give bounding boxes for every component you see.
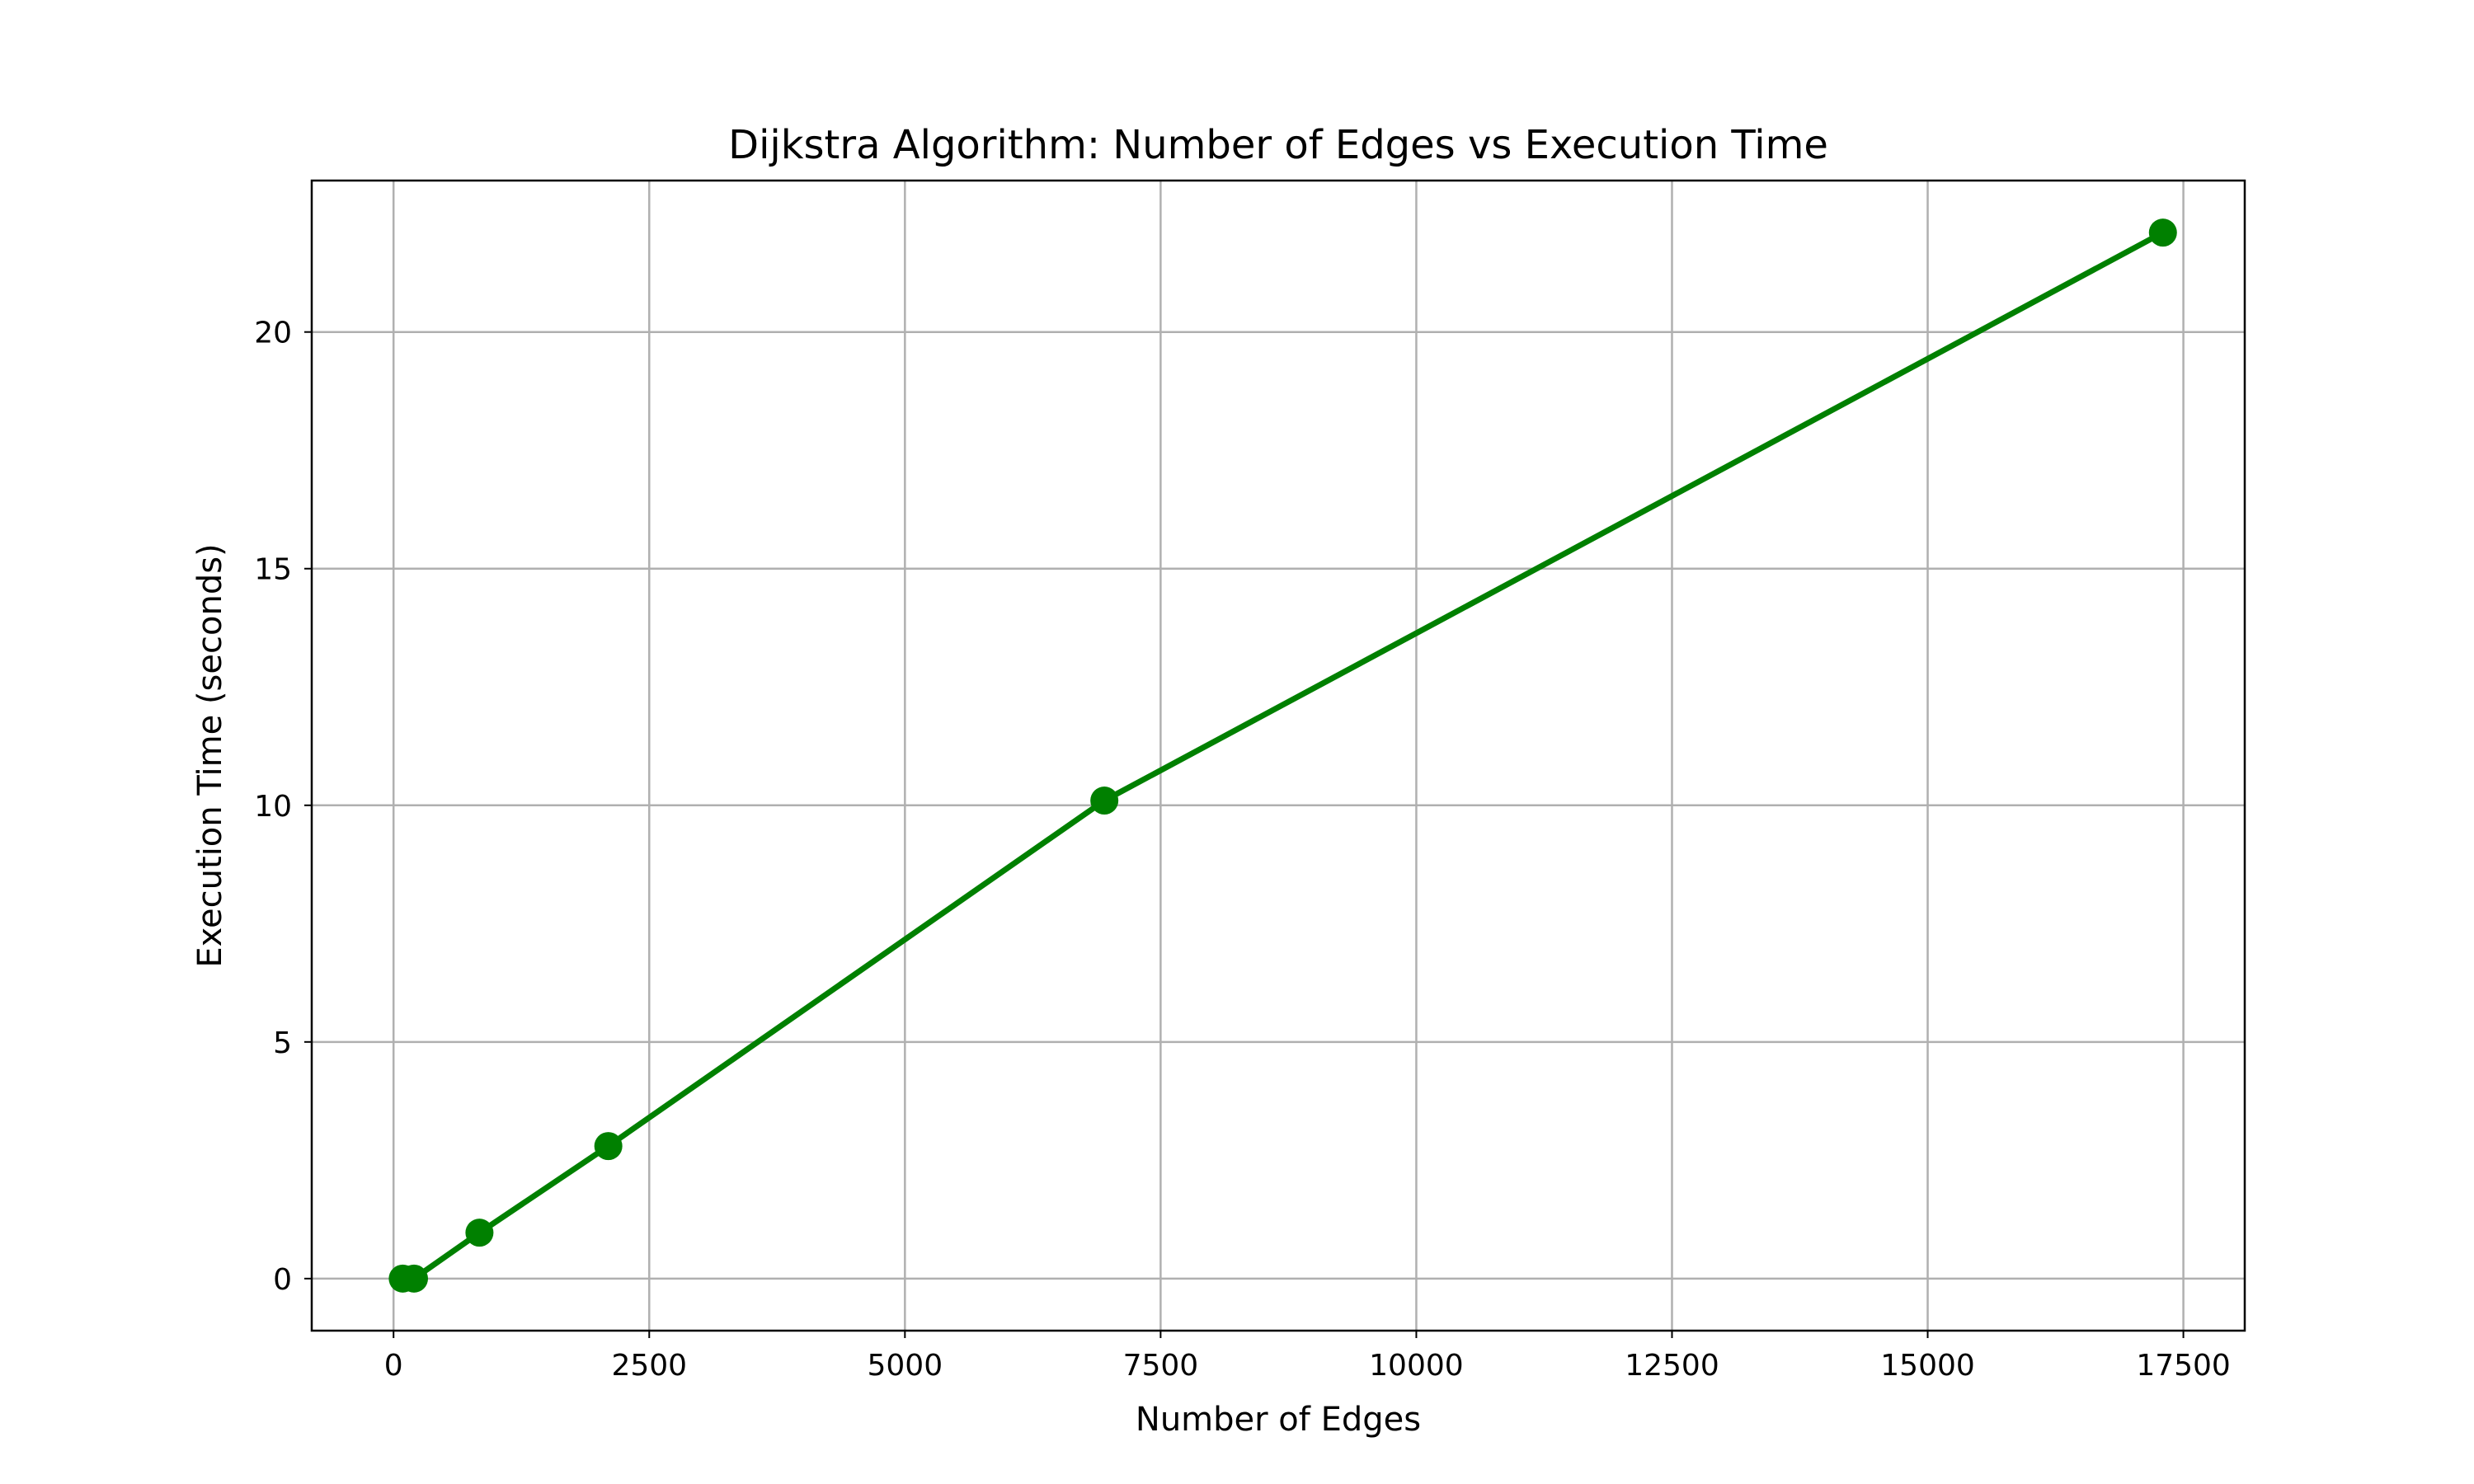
data-point xyxy=(594,1132,623,1161)
series-layer xyxy=(388,218,2177,1293)
x-axis-title: Number of Edges xyxy=(1136,1401,1421,1439)
y-tick-label: 5 xyxy=(273,1026,292,1060)
y-tick-label: 10 xyxy=(254,790,292,824)
x-tick-label: 5000 xyxy=(868,1349,943,1383)
data-point xyxy=(465,1219,494,1247)
y-tick-label: 0 xyxy=(273,1263,292,1297)
x-tick-label: 12500 xyxy=(1625,1349,1719,1383)
chart-title: Dijkstra Algorithm: Number of Edges vs E… xyxy=(728,122,1828,168)
x-tick-label: 2500 xyxy=(611,1349,687,1383)
data-point xyxy=(2148,218,2177,247)
x-tick-label: 0 xyxy=(384,1349,403,1383)
grid-layer xyxy=(312,181,2245,1331)
x-tick-label: 15000 xyxy=(1880,1349,1975,1383)
x-tick-label: 10000 xyxy=(1369,1349,1464,1383)
plot-frame xyxy=(310,179,2246,1332)
x-tick-label: 7500 xyxy=(1123,1349,1199,1383)
data-point xyxy=(400,1264,429,1293)
y-axis-title: Execution Time (seconds) xyxy=(191,543,229,967)
y-tick-label: 15 xyxy=(254,553,292,587)
x-tick-label: 17500 xyxy=(2136,1349,2231,1383)
y-tick-label: 20 xyxy=(254,317,292,350)
data-point xyxy=(1090,787,1119,815)
ticks-layer: 0 2500 5000 7500 10000 12500 15000 17500 0 5 10 15 2… xyxy=(254,317,2231,1383)
